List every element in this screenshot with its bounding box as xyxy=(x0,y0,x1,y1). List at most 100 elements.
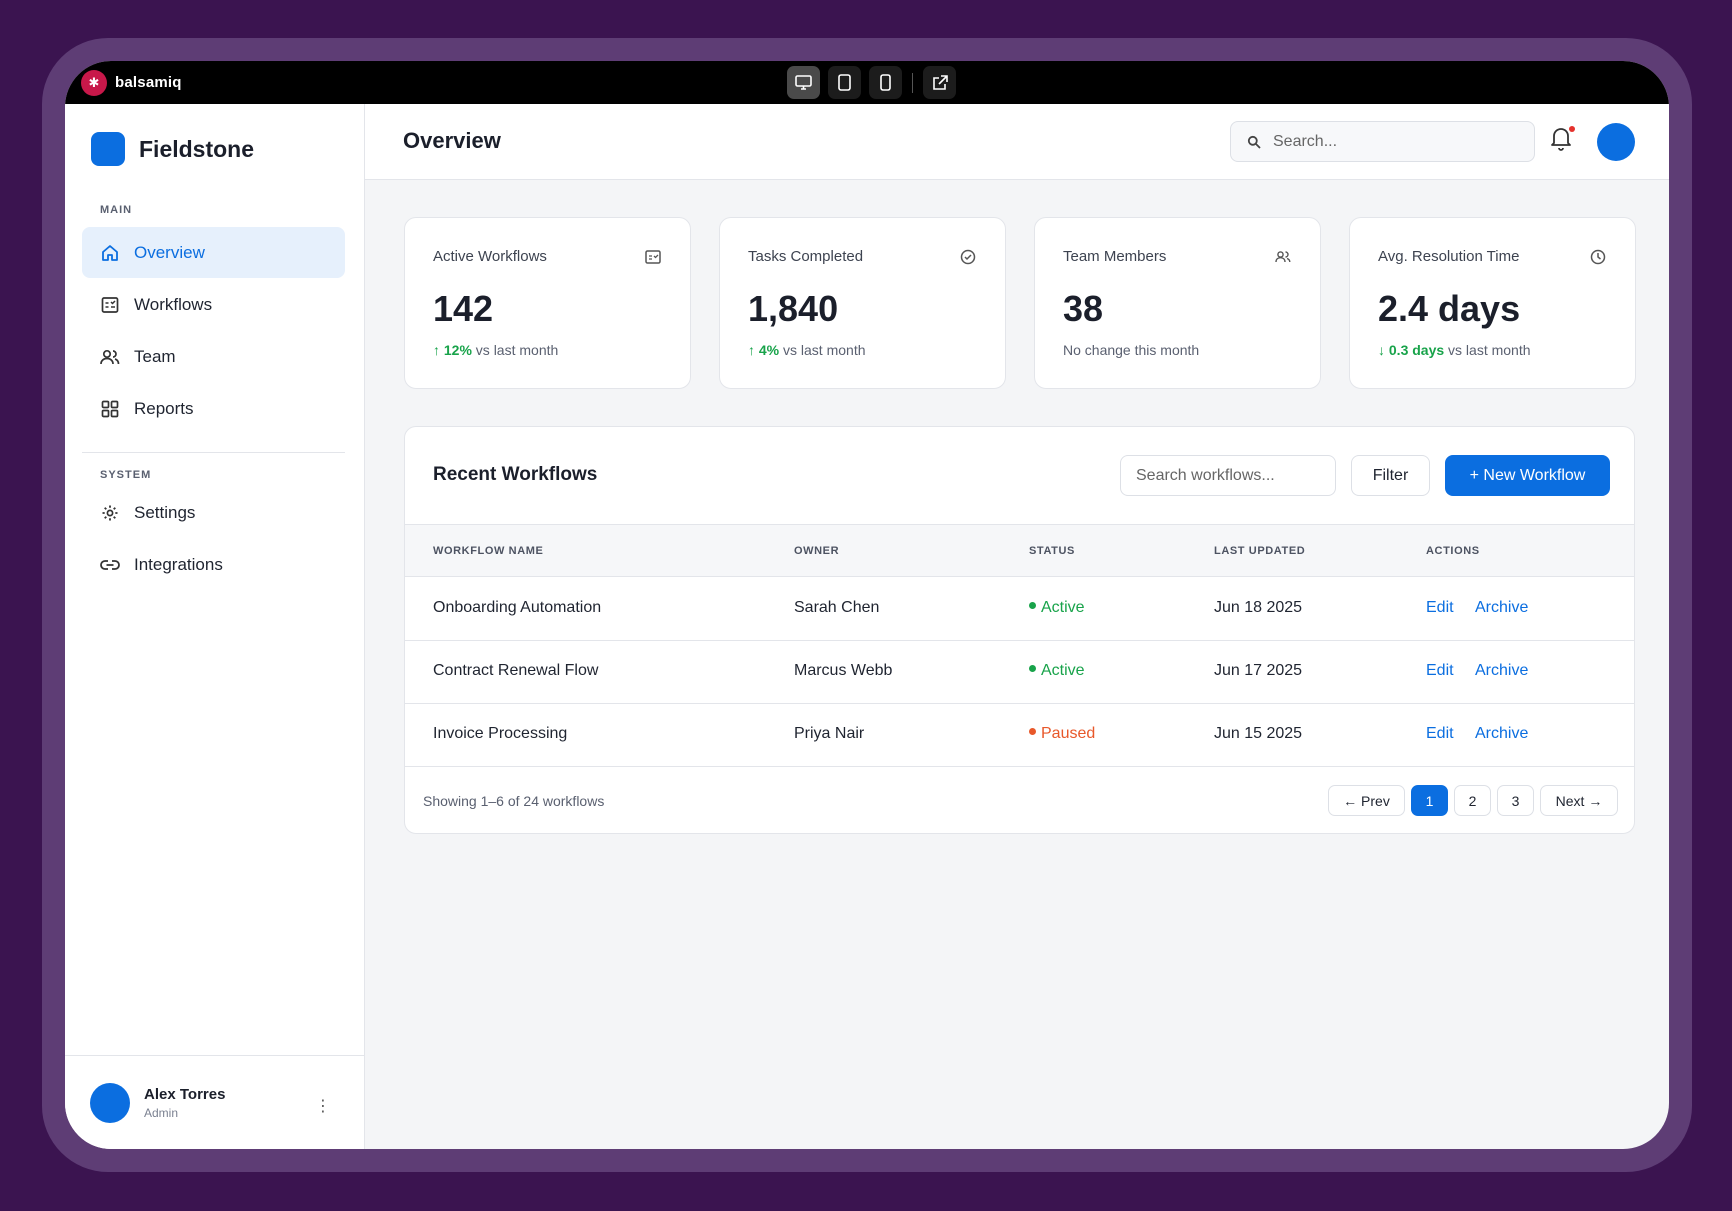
balsamiq-logo-icon: ✱ xyxy=(81,69,107,96)
sidebar-item-label: Settings xyxy=(134,502,196,522)
workflow-name: Contract Renewal Flow xyxy=(433,662,599,679)
column-header[interactable]: STATUS xyxy=(1029,545,1075,557)
stat-label: Active Workflows xyxy=(433,248,547,265)
sidebar-item-label: Overview xyxy=(134,242,205,262)
stat-trend: No change this month xyxy=(1063,342,1200,358)
check-circle-icon xyxy=(960,249,976,265)
table-row[interactable]: Contract Renewal Flow Marcus Webb Active… xyxy=(405,641,1634,704)
users-icon xyxy=(100,347,120,367)
user-meta: Alex Torres Admin xyxy=(144,1086,225,1120)
sidebar-item-settings[interactable]: Settings xyxy=(82,487,345,538)
header: Overview xyxy=(365,104,1669,180)
workflow-icon xyxy=(645,250,661,264)
avatar[interactable] xyxy=(1597,123,1635,161)
recent-workflows-card: Recent Workflows Filter + New Workflow W… xyxy=(404,426,1635,834)
gear-icon xyxy=(100,503,120,523)
stat-value: 2.4 days xyxy=(1378,288,1521,329)
open-external-button[interactable] xyxy=(923,66,956,99)
last-updated: Jun 15 2025 xyxy=(1214,725,1303,742)
sidebar-item-reports[interactable]: Reports xyxy=(82,383,345,434)
prev-page-button[interactable]: ← Prev xyxy=(1328,785,1405,816)
table-row[interactable]: Onboarding Automation Sarah Chen Active … xyxy=(405,578,1634,641)
new-workflow-button[interactable]: + New Workflow xyxy=(1445,455,1610,496)
logo-mark-icon xyxy=(91,132,125,166)
table-footer: Showing 1–6 of 24 workflows ← Prev 1 2 3… xyxy=(405,766,1634,833)
more-vertical-icon[interactable]: ⋮ xyxy=(315,1098,331,1115)
link-icon xyxy=(100,555,120,575)
notifications-button[interactable] xyxy=(1547,124,1577,154)
status-badge: Active xyxy=(1029,599,1085,617)
edit-link[interactable]: Edit xyxy=(1426,725,1454,742)
stat-card-active-workflows: Active Workflows 142 ↑ 12% vs last month xyxy=(404,217,691,389)
page-button-2[interactable]: 2 xyxy=(1454,785,1491,816)
workflow-name: Invoice Processing xyxy=(433,725,568,742)
home-icon xyxy=(100,243,120,263)
user-profile[interactable]: Alex Torres Admin ⋮ xyxy=(65,1055,365,1149)
pagination-summary: Showing 1–6 of 24 workflows xyxy=(423,793,605,809)
owner: Marcus Webb xyxy=(794,662,893,679)
last-updated: Jun 18 2025 xyxy=(1214,599,1303,616)
column-header[interactable]: OWNER xyxy=(794,545,840,557)
sidebar-item-overview[interactable]: Overview xyxy=(82,227,345,278)
edit-link[interactable]: Edit xyxy=(1426,599,1454,616)
stat-label: Tasks Completed xyxy=(748,248,864,265)
column-header: ACTIONS xyxy=(1426,545,1480,557)
archive-link[interactable]: Archive xyxy=(1475,599,1529,616)
grid-icon xyxy=(100,399,120,419)
stat-label: Avg. Resolution Time xyxy=(1378,248,1520,265)
brand: ✱ balsamiq xyxy=(81,69,182,96)
stat-trend: ↓ 0.3 days vs last month xyxy=(1378,342,1531,358)
bell-icon xyxy=(1551,128,1571,151)
edit-link[interactable]: Edit xyxy=(1426,662,1454,679)
app-screen: ✱ balsamiq Fieldstone MAIN xyxy=(65,61,1669,1149)
stat-trend: ↑ 4% vs last month xyxy=(748,342,866,358)
sidebar-item-label: Team xyxy=(134,346,176,366)
sidebar-item-workflows[interactable]: Workflows xyxy=(82,279,345,330)
filter-button[interactable]: Filter xyxy=(1351,455,1430,496)
search-icon xyxy=(1247,135,1261,149)
monitor-icon xyxy=(795,75,812,90)
column-header[interactable]: LAST UPDATED xyxy=(1214,545,1306,557)
mobile-view-button[interactable] xyxy=(869,66,902,99)
users-icon xyxy=(1275,251,1291,263)
table-header: WORKFLOW NAME OWNER STATUS LAST UPDATED … xyxy=(405,525,1634,577)
status-badge: Active xyxy=(1029,662,1085,680)
sidebar-item-integrations[interactable]: Integrations xyxy=(82,539,345,590)
card-title: Recent Workflows xyxy=(433,464,598,485)
app-name: Fieldstone xyxy=(139,135,255,162)
table-row[interactable]: Invoice Processing Priya Nair Paused Jun… xyxy=(405,704,1634,767)
search-bar[interactable] xyxy=(1230,121,1535,162)
column-header[interactable]: WORKFLOW NAME xyxy=(433,545,544,557)
sidebar: Fieldstone MAIN Overview Workflows Team xyxy=(65,104,365,1149)
stat-value: 1,840 xyxy=(748,288,839,329)
stat-card-team-members: Team Members 38 No change this month xyxy=(1034,217,1321,389)
phone-icon xyxy=(880,74,891,91)
page-title: Overview xyxy=(403,128,501,153)
next-page-button[interactable]: Next → xyxy=(1540,785,1618,816)
card-header: Recent Workflows Filter + New Workflow xyxy=(405,427,1634,525)
toolbar-divider xyxy=(912,72,913,93)
clock-icon xyxy=(1590,249,1606,265)
stat-card-tasks-completed: Tasks Completed 1,840 ↑ 4% vs last month xyxy=(719,217,1006,389)
user-name: Alex Torres xyxy=(144,1085,226,1103)
sidebar-item-label: Reports xyxy=(134,398,194,418)
stat-value: 142 xyxy=(433,288,494,329)
tablet-view-button[interactable] xyxy=(828,66,861,99)
sidebar-item-team[interactable]: Team xyxy=(82,331,345,382)
app-logo[interactable]: Fieldstone xyxy=(91,132,254,166)
page-button-3[interactable]: 3 xyxy=(1497,785,1534,816)
page-button-1[interactable]: 1 xyxy=(1411,785,1448,816)
search-input[interactable] xyxy=(1273,132,1503,151)
owner: Sarah Chen xyxy=(794,599,880,616)
archive-link[interactable]: Archive xyxy=(1475,662,1529,679)
avatar xyxy=(90,1082,130,1123)
external-link-icon xyxy=(932,74,948,90)
archive-link[interactable]: Archive xyxy=(1475,725,1529,742)
brand-name: balsamiq xyxy=(115,74,182,91)
stat-label: Team Members xyxy=(1063,248,1167,265)
owner: Priya Nair xyxy=(794,725,865,742)
sidebar-divider xyxy=(82,452,345,453)
sidebar-item-label: Workflows xyxy=(134,294,213,314)
workflow-search-input[interactable] xyxy=(1120,455,1336,496)
desktop-view-button[interactable] xyxy=(787,66,820,99)
